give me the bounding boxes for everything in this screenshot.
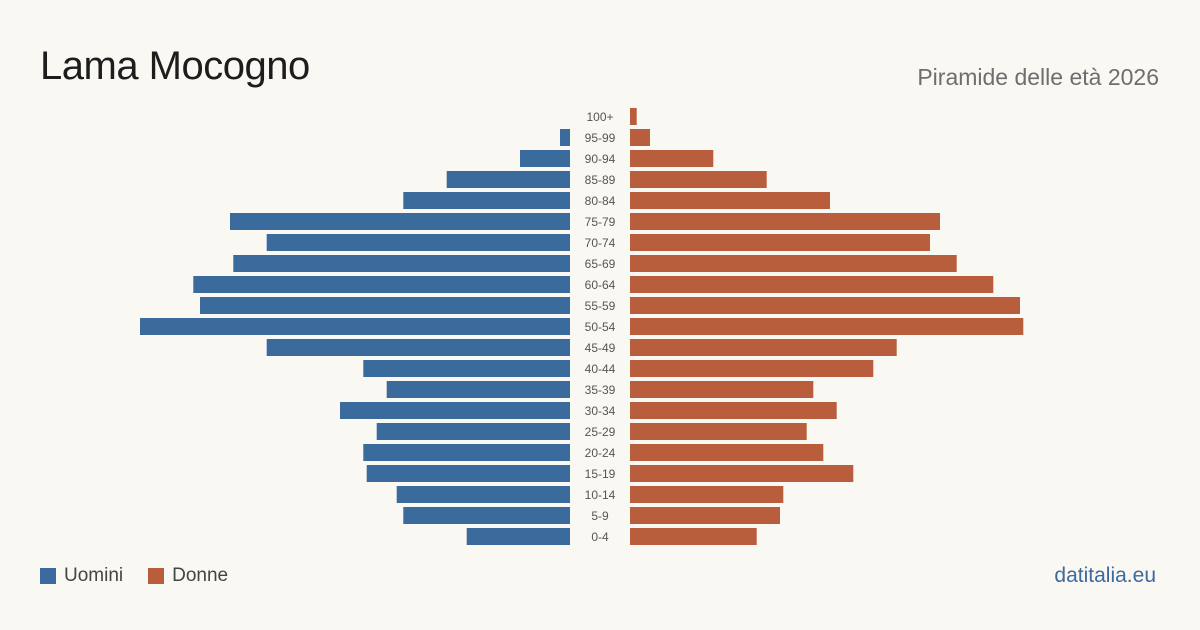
bar-men-35-39 (386, 381, 570, 398)
bar-women-90-94 (630, 150, 714, 167)
legend-item-men: Uomini (40, 565, 123, 587)
bar-women-45-49 (630, 339, 897, 356)
bar-men-60-64 (193, 276, 571, 293)
bar-women-70-74 (630, 234, 930, 251)
age-label-40-44: 40-44 (585, 362, 616, 376)
legend-item-women: Donne (148, 565, 228, 587)
chart-legend: Uomini Donne (40, 565, 253, 587)
chart-subtitle: Piramide delle età 2026 (917, 64, 1159, 90)
bar-men-70-74 (266, 234, 570, 251)
legend-label-women: Donne (172, 565, 229, 586)
bar-men-55-59 (200, 297, 570, 314)
bar-women-80-84 (630, 192, 830, 209)
bar-women-0-4 (630, 528, 757, 545)
bar-women-85-89 (630, 171, 767, 188)
bar-men-90-94 (520, 150, 570, 167)
bar-women-55-59 (630, 297, 1020, 314)
age-label-10-14: 10-14 (585, 488, 616, 502)
age-label-75-79: 75-79 (585, 215, 616, 229)
legend-swatch-women (148, 568, 165, 584)
age-label-100+: 100+ (586, 110, 613, 124)
bar-men-15-19 (366, 465, 570, 482)
age-label-90-94: 90-94 (585, 152, 616, 166)
legend-swatch-men (40, 568, 56, 584)
age-label-70-74: 70-74 (585, 236, 616, 250)
age-label-55-59: 55-59 (585, 299, 616, 313)
bar-men-95-99 (560, 129, 570, 146)
bar-women-10-14 (630, 486, 784, 503)
bar-women-50-54 (630, 318, 1024, 335)
age-label-45-49: 45-49 (585, 341, 616, 355)
bar-men-65-69 (233, 255, 571, 272)
bar-women-60-64 (630, 276, 994, 293)
bar-women-65-69 (630, 255, 957, 272)
bar-men-45-49 (266, 339, 570, 356)
age-label-95-99: 95-99 (585, 131, 616, 145)
age-label-80-84: 80-84 (585, 194, 616, 208)
bar-women-15-19 (630, 465, 854, 482)
bar-women-30-34 (630, 402, 837, 419)
bar-men-85-89 (446, 171, 570, 188)
bar-women-35-39 (630, 381, 814, 398)
bar-women-40-44 (630, 360, 874, 377)
bar-women-95-99 (630, 129, 650, 146)
bar-men-30-34 (340, 402, 570, 419)
brand-link[interactable]: datitalia.eu (1054, 564, 1156, 587)
age-label-50-54: 50-54 (585, 320, 616, 334)
page-title: Lama Mocogno (40, 44, 310, 88)
age-label-5-9: 5-9 (591, 509, 609, 523)
age-label-85-89: 85-89 (585, 173, 616, 187)
bar-men-0-4 (466, 528, 570, 545)
age-label-20-24: 20-24 (585, 446, 616, 460)
bar-men-40-44 (363, 360, 570, 377)
age-label-15-19: 15-19 (585, 467, 616, 481)
bar-men-50-54 (140, 318, 570, 335)
bar-women-20-24 (630, 444, 824, 461)
bar-women-100+ (630, 108, 637, 125)
bar-women-75-79 (630, 213, 940, 230)
age-label-30-34: 30-34 (585, 404, 616, 418)
bar-men-5-9 (403, 507, 570, 524)
age-label-65-69: 65-69 (585, 257, 616, 271)
bar-men-80-84 (403, 192, 570, 209)
age-label-35-39: 35-39 (585, 383, 616, 397)
legend-label-men: Uomini (64, 565, 124, 586)
bar-men-20-24 (363, 444, 570, 461)
age-label-0-4: 0-4 (591, 530, 609, 544)
age-label-60-64: 60-64 (585, 278, 616, 292)
bar-women-25-29 (630, 423, 807, 440)
bar-men-75-79 (230, 213, 570, 230)
bar-women-5-9 (630, 507, 780, 524)
age-label-25-29: 25-29 (585, 425, 616, 439)
bar-men-25-29 (376, 423, 570, 440)
bar-men-10-14 (396, 486, 570, 503)
